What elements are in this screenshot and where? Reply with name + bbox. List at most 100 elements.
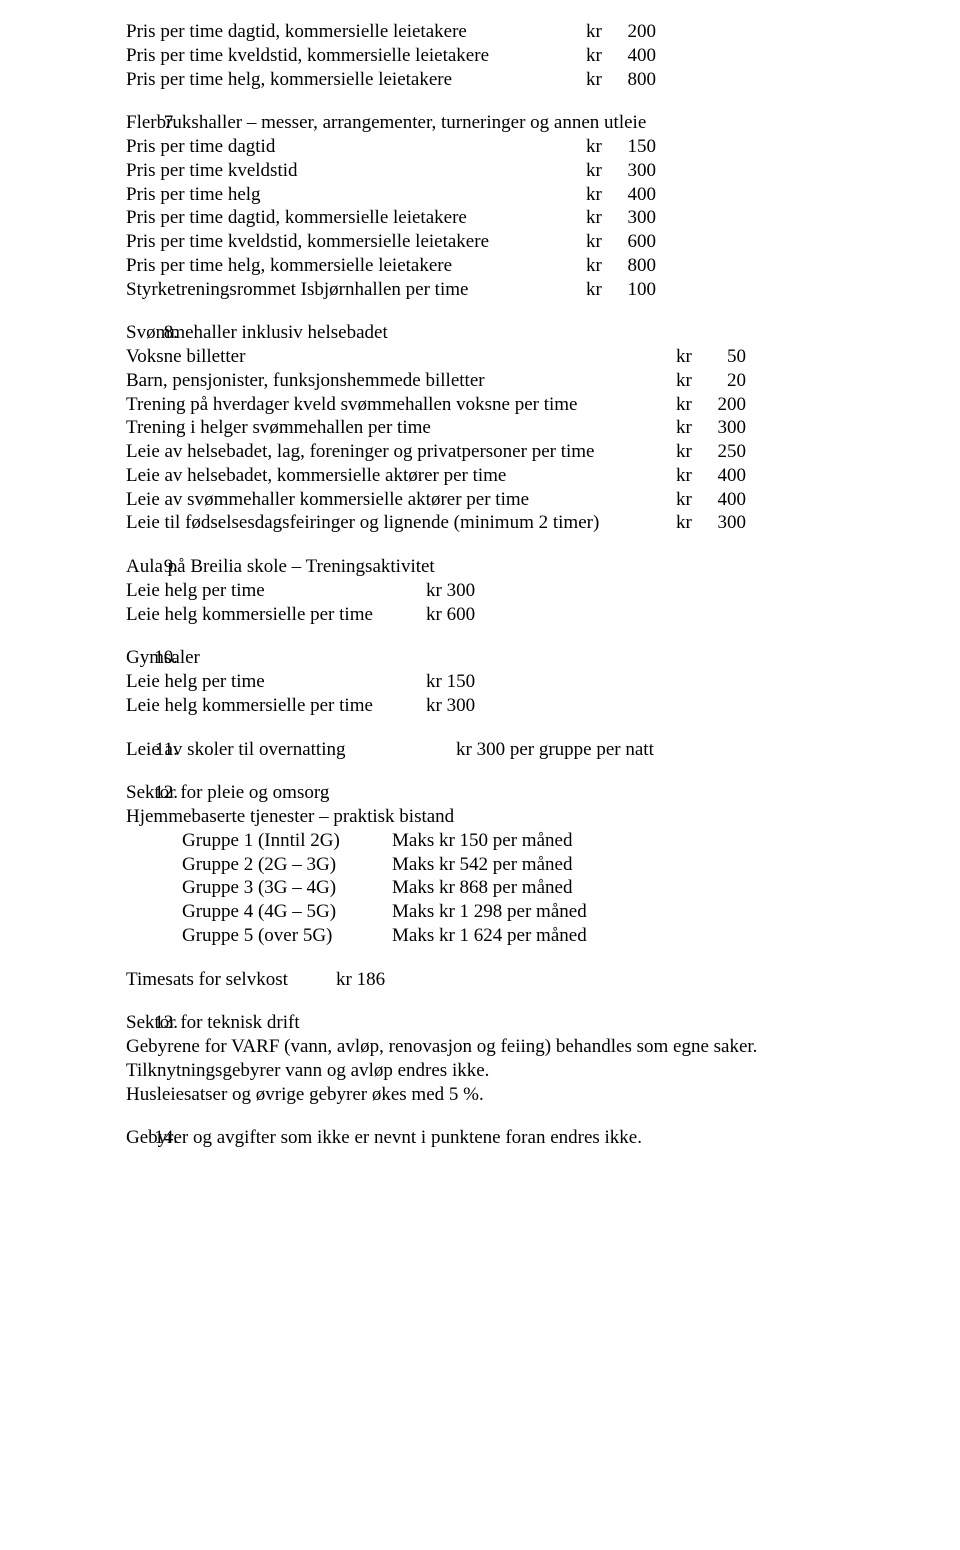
section-number: 7.: [144, 111, 178, 135]
currency: kr: [676, 511, 706, 535]
price-row: Pris per time kveldstid, kommersielle le…: [126, 44, 960, 68]
price-value: kr 300: [426, 579, 475, 603]
section-11: 11. Leie av skoler til overnatting kr 30…: [90, 738, 960, 762]
section-title: Sektor for teknisk drift: [126, 1011, 960, 1035]
price-row: Leie helg per timekr 300: [126, 579, 960, 603]
price-row: Pris per time helgkr400: [126, 183, 960, 207]
group-label: Gruppe 3 (3G – 4G): [182, 876, 392, 900]
group-row: Gruppe 3 (3G – 4G)Maks kr 868 per måned: [182, 876, 960, 900]
currency: kr: [586, 183, 616, 207]
currency: kr: [586, 230, 616, 254]
price-label: Leie av svømmehaller kommersielle aktøre…: [126, 488, 676, 512]
price-value: kr 300: [426, 694, 475, 718]
group-list: Gruppe 1 (Inntil 2G)Maks kr 150 per måne…: [126, 829, 960, 948]
price-block-top: Pris per time dagtid, kommersielle leiet…: [90, 20, 960, 91]
price-value: 100: [616, 278, 656, 302]
section-number: 11.: [144, 738, 178, 762]
currency: kr: [676, 488, 706, 512]
price-value: kr 600: [426, 603, 475, 627]
price-label: Barn, pensjonister, funksjonshemmede bil…: [126, 369, 676, 393]
price-label: Leie helg kommersielle per time: [126, 603, 426, 627]
group-label: Gruppe 1 (Inntil 2G): [182, 829, 392, 853]
section-number: 12.: [144, 781, 178, 805]
spacer: [126, 948, 960, 968]
price-row: Leie helg kommersielle per timekr 300: [126, 694, 960, 718]
price-row: Pris per time helg, kommersielle leietak…: [126, 254, 960, 278]
price-value: 300: [616, 159, 656, 183]
group-row: Gruppe 5 (over 5G)Maks kr 1 624 per måne…: [182, 924, 960, 948]
price-row: Barn, pensjonister, funksjonshemmede bil…: [126, 369, 960, 393]
group-label: Gruppe 4 (4G – 5G): [182, 900, 392, 924]
section-14: 14. Gebyrer og avgifter som ikke er nevn…: [90, 1126, 960, 1150]
price-value: 200: [706, 393, 746, 417]
price-row: Leie av helsebadet, lag, foreninger og p…: [126, 440, 960, 464]
section-number: 9.: [144, 555, 178, 579]
price-row: Pris per time kveldstidkr300: [126, 159, 960, 183]
price-row: Leie av skoler til overnatting kr 300 pe…: [126, 738, 960, 762]
section-number: 14.: [144, 1126, 178, 1150]
currency: kr: [676, 393, 706, 417]
price-label: Styrketreningsrommet Isbjørnhallen per t…: [126, 278, 586, 302]
price-row: Pris per time helg, kommersielle leietak…: [126, 68, 960, 92]
section-title: Sektor for pleie og omsorg: [126, 781, 960, 805]
price-value: 400: [616, 44, 656, 68]
price-label: Leie av helsebadet, kommersielle aktører…: [126, 464, 676, 488]
price-value: 300: [616, 206, 656, 230]
price-value: 800: [616, 254, 656, 278]
price-label: Leie helg kommersielle per time: [126, 694, 426, 718]
section-number: 13.: [144, 1011, 178, 1035]
price-label: Leie helg per time: [126, 579, 426, 603]
price-label: Pris per time helg: [126, 183, 586, 207]
price-row: Leie av svømmehaller kommersielle aktøre…: [126, 488, 960, 512]
price-value: 600: [616, 230, 656, 254]
price-row: Leie helg per timekr 150: [126, 670, 960, 694]
price-value: 400: [706, 488, 746, 512]
price-value: 400: [616, 183, 656, 207]
price-value: 200: [616, 20, 656, 44]
price-row: Leie av helsebadet, kommersielle aktører…: [126, 464, 960, 488]
group-label: Gruppe 2 (2G – 3G): [182, 853, 392, 877]
price-value: 400: [706, 464, 746, 488]
price-label: Voksne billetter: [126, 345, 676, 369]
group-value: Maks kr 1 298 per måned: [392, 900, 587, 924]
section-title: Aula på Breilia skole – Treningsaktivite…: [126, 555, 960, 579]
price-value: kr 150: [426, 670, 475, 694]
section-title: Flerbrukshaller – messer, arrangementer,…: [126, 111, 960, 135]
price-label: Pris per time kveldstid, kommersielle le…: [126, 44, 586, 68]
group-row: Gruppe 2 (2G – 3G)Maks kr 542 per måned: [182, 853, 960, 877]
section-8: 8. Svømmehaller inklusiv helsebadet Voks…: [90, 321, 960, 535]
price-label: Trening i helger svømmehallen per time: [126, 416, 676, 440]
group-row: Gruppe 4 (4G – 5G)Maks kr 1 298 per måne…: [182, 900, 960, 924]
price-label: Pris per time dagtid, kommersielle leiet…: [126, 206, 586, 230]
price-label: Pris per time helg, kommersielle leietak…: [126, 254, 586, 278]
currency: kr: [586, 44, 616, 68]
section-line: Tilknytningsgebyrer vann og avløp endres…: [126, 1059, 960, 1083]
price-row: Leie helg kommersielle per timekr 600: [126, 603, 960, 627]
currency: kr: [676, 369, 706, 393]
price-label: Pris per time dagtid: [126, 135, 586, 159]
currency: kr: [586, 278, 616, 302]
price-row: Styrketreningsrommet Isbjørnhallen per t…: [126, 278, 960, 302]
section-12: 12. Sektor for pleie og omsorg Hjemmebas…: [90, 781, 960, 991]
timesats-label: Timesats for selvkost: [126, 968, 336, 992]
currency: kr: [676, 464, 706, 488]
currency: kr: [676, 440, 706, 464]
price-label: Pris per time kveldstid: [126, 159, 586, 183]
section-number: 8.: [144, 321, 178, 345]
timesats-row: Timesats for selvkost kr 186: [126, 968, 960, 992]
price-row: Pris per time dagtid, kommersielle leiet…: [126, 20, 960, 44]
group-value: Maks kr 868 per måned: [392, 876, 572, 900]
price-value: 300: [706, 416, 746, 440]
currency: kr: [676, 416, 706, 440]
price-value: 250: [706, 440, 746, 464]
price-label: Pris per time helg, kommersielle leietak…: [126, 68, 586, 92]
price-value: 800: [616, 68, 656, 92]
group-value: Maks kr 150 per måned: [392, 829, 572, 853]
currency: kr: [586, 254, 616, 278]
section-line: Gebyrene for VARF (vann, avløp, renovasj…: [126, 1035, 960, 1059]
section-9: 9. Aula på Breilia skole – Treningsaktiv…: [90, 555, 960, 626]
currency: kr: [586, 20, 616, 44]
price-value: 300: [706, 511, 746, 535]
price-value: 20: [706, 369, 746, 393]
timesats-value: kr 186: [336, 968, 385, 992]
